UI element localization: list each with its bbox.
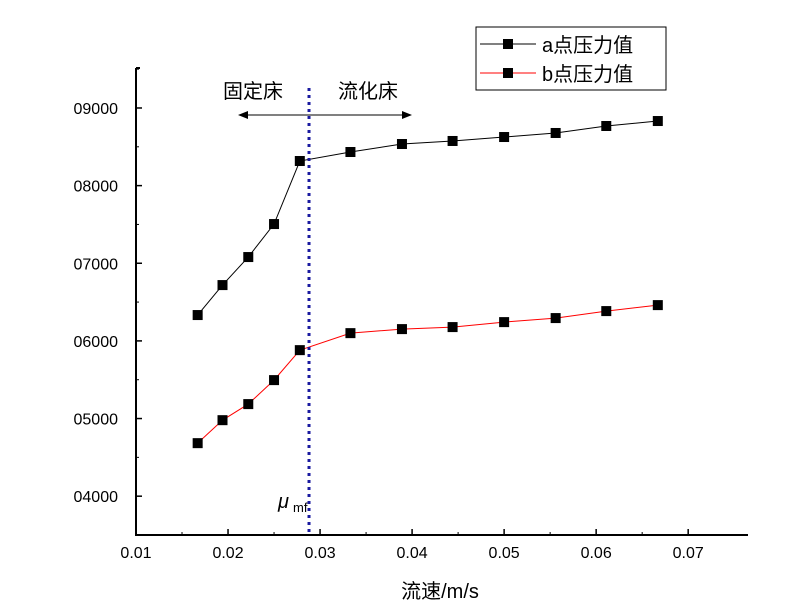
fixed-bed-label: 固定床 (223, 80, 283, 103)
data-point-a (601, 120, 612, 131)
y-tick-label: 07000 (74, 256, 119, 273)
legend-label-b: b点压力值 (542, 63, 633, 86)
data-point-a (345, 147, 356, 158)
data-point-a (294, 156, 305, 167)
legend-marker-b (503, 68, 513, 78)
mf-subscript: mf (293, 500, 308, 515)
data-point-a (243, 252, 254, 263)
y-tick-label: 06000 (74, 334, 119, 351)
legend-marker-a (503, 39, 513, 49)
y-tick-label: 04000 (74, 489, 119, 506)
axes: 0.01 0.02 0.03 0.04 0.05 0.06 0.07 04000 05000 06… (74, 67, 748, 562)
y-tick-label: 09000 (74, 101, 119, 118)
bed-arrow (238, 111, 412, 119)
y-tick-label: 05000 (74, 412, 119, 429)
data-point-b (499, 317, 510, 328)
legend-label-a: a点压力值 (542, 34, 633, 57)
data-point-b (396, 324, 407, 335)
x-axis-label: 流速/m/s (401, 580, 479, 603)
series-line-b (197, 304, 658, 444)
x-tick-label: 0.06 (581, 545, 612, 562)
y-tick-label: 08000 (74, 179, 119, 196)
mu-label: μ (277, 491, 289, 513)
x-tick-label: 0.01 (120, 545, 151, 562)
data-point-b (269, 375, 280, 386)
data-point-b (243, 399, 254, 410)
data-point-a (192, 310, 203, 321)
data-point-a (447, 135, 458, 146)
data-point-b (447, 322, 458, 333)
marks (192, 116, 663, 449)
data-point-b (652, 300, 663, 311)
data-point-a (217, 280, 228, 291)
data-point-a (396, 139, 407, 150)
data-point-a (652, 116, 663, 127)
data-point-b (345, 328, 356, 339)
data-point-b (601, 306, 612, 317)
data-point-a (550, 127, 561, 138)
x-tick-label: 0.02 (212, 545, 243, 562)
data-point-b (192, 438, 203, 449)
x-tick-label: 0.03 (304, 545, 335, 562)
data-point-a (269, 219, 280, 230)
x-tick-label: 0.04 (397, 545, 428, 562)
legend: a点压力值 b点压力值 (475, 26, 667, 91)
data-point-a (499, 132, 510, 143)
series-line-a (197, 120, 658, 316)
data-point-b (550, 313, 561, 324)
data-point-b (217, 415, 228, 426)
x-tick-label: 0.07 (673, 545, 704, 562)
x-tick-label: 0.05 (489, 545, 520, 562)
data-point-b (294, 345, 305, 356)
fluidized-bed-label: 流化床 (338, 80, 398, 103)
